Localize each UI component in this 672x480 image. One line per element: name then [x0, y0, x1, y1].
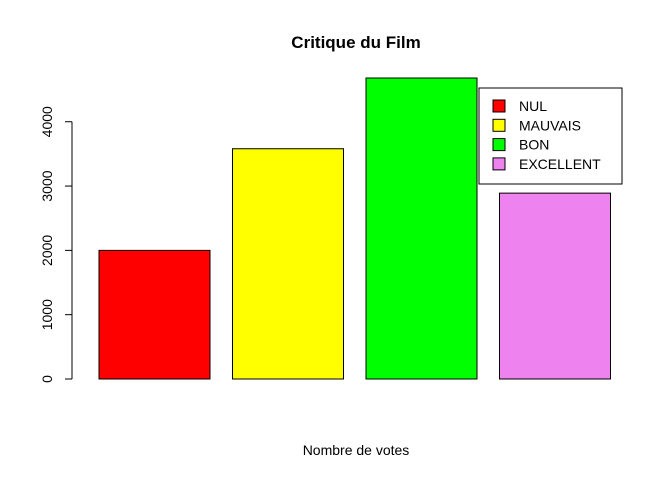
y-ticks: 0 1000 2000 3000 4000 — [39, 106, 72, 383]
legend: NUL MAUVAIS BON EXCELLENT — [478, 87, 623, 185]
y-tick-label: 0 — [39, 375, 55, 383]
legend-swatch-nul — [492, 99, 506, 113]
legend-swatch-bon — [492, 138, 506, 152]
legend-swatch-excellent — [492, 157, 506, 171]
legend-label-mauvais: MAUVAIS — [519, 117, 581, 133]
legend-swatch-mauvais — [492, 118, 506, 132]
y-tick-label: 4000 — [39, 106, 55, 137]
legend-label-nul: NUL — [519, 98, 547, 114]
y-tick-label: 1000 — [39, 299, 55, 330]
legend-label-excellent: EXCELLENT — [519, 156, 601, 172]
bar-nul — [98, 249, 211, 380]
bar-bon — [365, 77, 478, 380]
x-axis-label: Nombre de votes — [303, 442, 410, 458]
bars-group — [98, 77, 611, 380]
legend-items: NUL MAUVAIS BON EXCELLENT — [492, 98, 601, 172]
y-tick-label: 2000 — [39, 235, 55, 266]
bar-excellent — [499, 192, 611, 380]
legend-label-bon: BON — [519, 137, 549, 153]
chart-title: Critique du Film — [291, 33, 420, 52]
bar-mauvais — [232, 148, 344, 380]
y-tick-label: 3000 — [39, 170, 55, 201]
y-axis: 0 1000 2000 3000 4000 — [39, 106, 73, 383]
